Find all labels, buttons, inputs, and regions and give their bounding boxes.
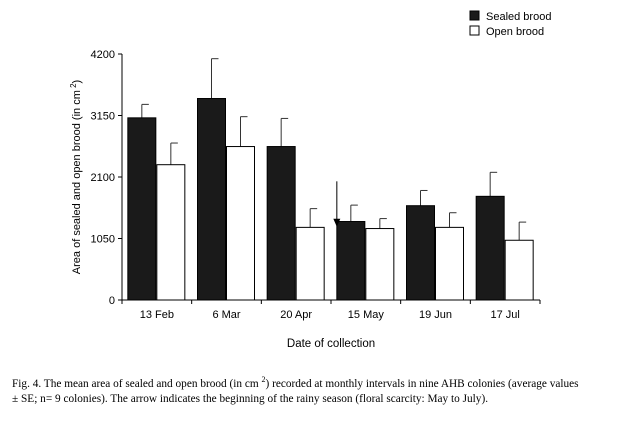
bar-open-brood (365, 228, 395, 301)
x-tick-label: 19 Jun (419, 309, 452, 321)
bar-open-brood (435, 226, 464, 301)
bar-open-brood (226, 146, 255, 301)
bar-open-brood (295, 226, 325, 301)
bar-chart: 0 1050 2100 3150 4200 13 Feb 6 Mar 20 Apr 15 May… (69, 10, 551, 350)
y-tick-label: 2100 (91, 172, 115, 184)
x-axis-title: Date of collection (287, 338, 375, 350)
legend-swatch-open (469, 25, 480, 36)
figure-caption: Fig. 4. The mean area of sealed and open… (12, 372, 624, 407)
bar-sealed-brood (475, 195, 505, 301)
bar-sealed-brood (127, 117, 157, 301)
bar-open-brood (504, 239, 534, 301)
legend-swatch-sealed (469, 10, 480, 21)
bar-sealed-brood (266, 146, 296, 301)
x-tick-label: 20 Apr (280, 309, 312, 321)
x-tick-label: 13 Feb (140, 309, 174, 321)
legend-label-open: Open brood (486, 26, 544, 38)
y-tick-label: 4200 (91, 49, 115, 61)
legend-label-sealed: Sealed brood (486, 11, 551, 23)
y-axis-title: Area of sealed and open brood (in cm 2) (69, 80, 84, 274)
x-tick-label: 6 Mar (212, 309, 240, 321)
bar-sealed-brood (197, 98, 226, 301)
y-tick-label: 1050 (91, 234, 115, 246)
caption-text-2: ) recorded at monthly intervals in nine … (265, 377, 579, 390)
rainy-season-arrowhead (333, 218, 341, 227)
x-tick-label: 15 May (348, 309, 385, 321)
caption-text-3: ± SE; n= 9 colonies). The arrow indicate… (12, 392, 489, 405)
bar-sealed-brood (406, 205, 435, 301)
bar-open-brood (156, 164, 186, 301)
caption-text-1: Fig. 4. The mean area of sealed and open… (12, 377, 262, 390)
y-tick-label: 0 (109, 295, 115, 307)
x-tick-label: 17 Jul (490, 309, 519, 321)
caption-superscript: 2 (261, 375, 266, 384)
bar-sealed-brood (336, 221, 366, 301)
y-tick-label: 3150 (91, 111, 115, 123)
